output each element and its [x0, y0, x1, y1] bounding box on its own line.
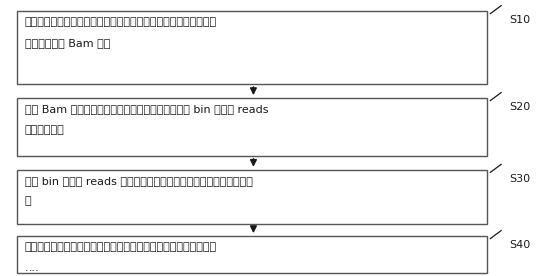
Text: S40: S40	[510, 240, 531, 250]
Text: 分: 分	[25, 197, 31, 206]
Text: ‥‥: ‥‥	[25, 263, 39, 273]
Bar	[17, 11, 487, 84]
Text: S10: S10	[510, 15, 531, 25]
Text: 处理操作得到 Bam 文件: 处理操作得到 Bam 文件	[25, 38, 110, 48]
Text: 根据 bin 水平的 reads 数量对待测血浆样本的染色体不稳定性进行评: 根据 bin 水平的 reads 数量对待测血浆样本的染色体不稳定性进行评	[25, 176, 252, 186]
Bar	[17, 236, 487, 273]
Text: S30: S30	[510, 174, 531, 184]
Text: 根据 Bam 文件分别对待测血浆样本和基准血浆样本 bin 水平的 reads: 根据 Bam 文件分别对待测血浆样本和基准血浆样本 bin 水平的 reads	[25, 104, 268, 114]
Text: 分别对待测血浆样本和选定的基准血浆样本进行捕获测序并进行预: 分别对待测血浆样本和选定的基准血浆样本进行捕获测序并进行预	[25, 17, 217, 27]
Text: 根据染色体不稳定性的评分对待测血浆样本的染色体稳定性进行评: 根据染色体不稳定性的评分对待测血浆样本的染色体稳定性进行评	[25, 242, 217, 252]
Text: S20: S20	[510, 102, 531, 112]
Text: 数量进行统计: 数量进行统计	[25, 125, 64, 135]
Bar	[17, 98, 487, 156]
Bar	[17, 170, 487, 224]
